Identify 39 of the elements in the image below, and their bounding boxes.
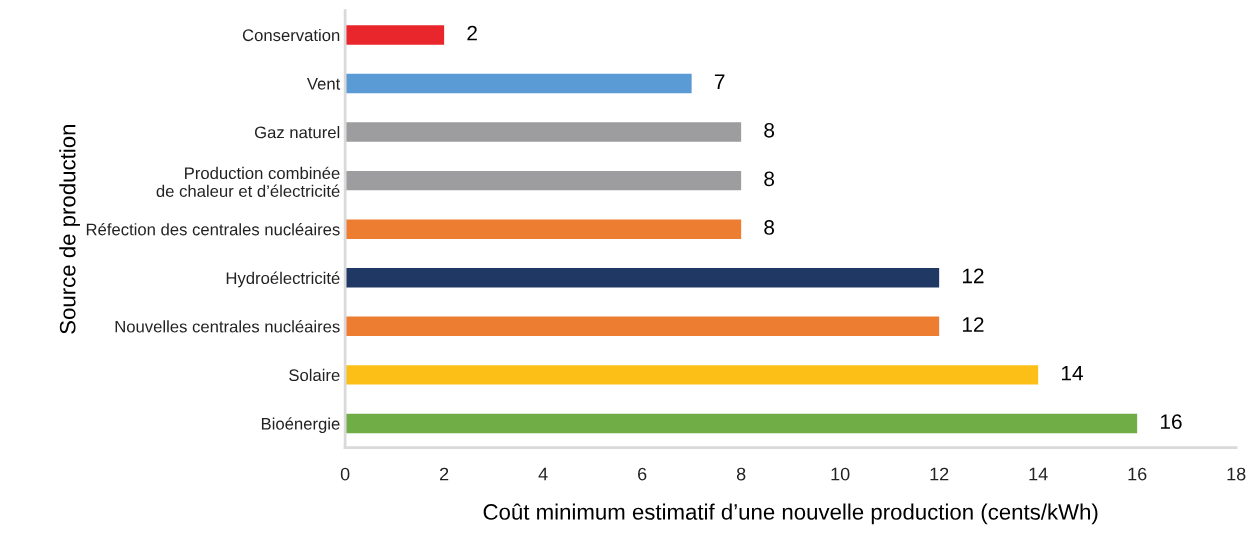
data-label: 12 — [962, 268, 984, 284]
x-tick-label: 6 — [638, 467, 647, 481]
x-tick-label: 8 — [736, 467, 746, 481]
bar — [345, 73, 692, 94]
x-tick-label: 14 — [1029, 467, 1048, 481]
x-tick-label: 18 — [1227, 467, 1246, 481]
y-tick-label: Hydroélectricité — [226, 271, 340, 288]
y-tick-label: Gaz naturel — [254, 126, 340, 139]
x-tick-label: 2 — [440, 467, 449, 481]
y-tick-label: Conservation — [242, 28, 340, 42]
data-label: 16 — [1160, 414, 1182, 430]
y-tick-label: Production combinée de chaleur et d’électricité — [156, 166, 340, 198]
x-tick-label: 12 — [930, 467, 949, 481]
x-tick-label: 10 — [831, 467, 850, 481]
bar — [345, 413, 1138, 434]
bar — [345, 268, 940, 288]
data-label: 8 — [764, 171, 775, 187]
bar — [345, 122, 742, 142]
bar — [345, 219, 742, 239]
y-tick-label: Vent — [306, 78, 341, 90]
bar — [345, 25, 445, 45]
y-tick-label: Solaire — [289, 368, 340, 382]
bar — [345, 170, 742, 191]
data-label: 8 — [764, 122, 775, 138]
data-label: 7 — [714, 74, 725, 89]
x-tick-label: 16 — [1128, 467, 1147, 481]
bar — [345, 365, 1039, 385]
data-label: 12 — [962, 317, 984, 332]
y-axis-title: Source de production — [59, 125, 80, 334]
data-label: 14 — [1061, 365, 1083, 381]
x-tick-label: 4 — [538, 467, 548, 481]
data-label: 2 — [467, 25, 477, 41]
y-tick-label: Réfection des centrales nucléaires — [86, 222, 340, 236]
y-tick-label: Nouvelles centrales nucléaires — [115, 320, 340, 333]
data-label: 8 — [764, 220, 775, 235]
x-axis-title: Coût minimum estimatif d’une nouvelle production (cents/kWh) — [483, 503, 1098, 525]
y-tick-label: Bioénergie — [261, 417, 340, 434]
bar — [345, 316, 940, 337]
x-tick-label: 0 — [340, 467, 350, 481]
